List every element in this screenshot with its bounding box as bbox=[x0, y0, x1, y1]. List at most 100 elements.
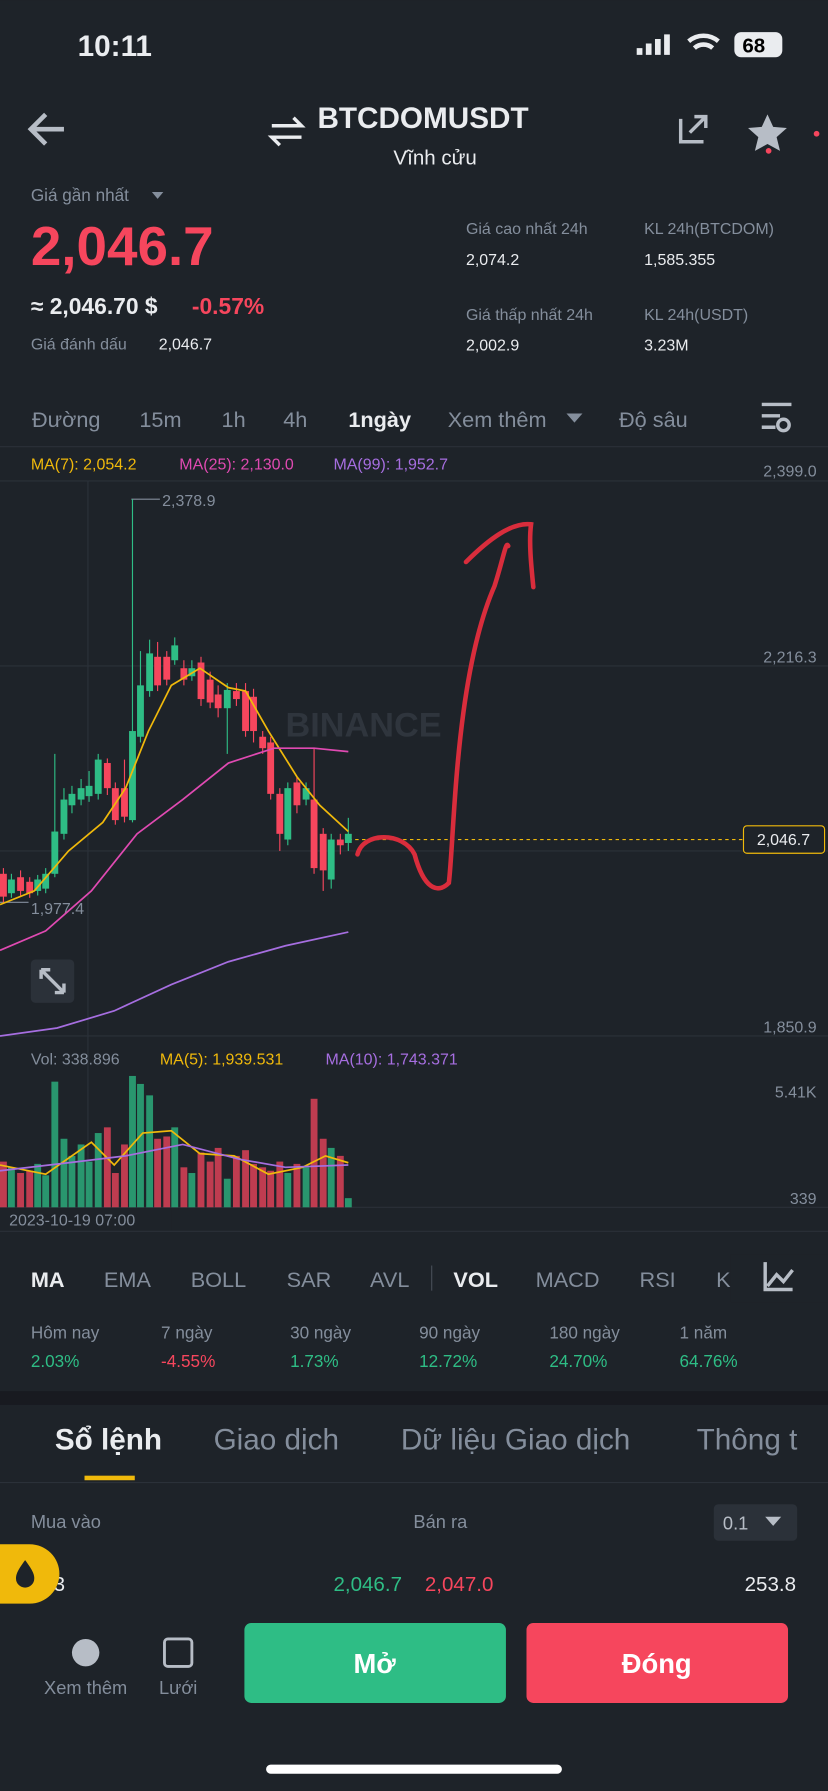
candle bbox=[34, 879, 42, 891]
volume-bar bbox=[171, 1127, 179, 1208]
indicator[interactable]: BOLL bbox=[191, 1267, 246, 1292]
volume-bar bbox=[259, 1167, 267, 1208]
settings-gear bbox=[776, 417, 791, 433]
signal bbox=[636, 34, 670, 55]
indicator-settings[interactable] bbox=[763, 1262, 794, 1292]
tab-indicator bbox=[84, 1475, 135, 1481]
indicator[interactable]: SAR bbox=[287, 1267, 332, 1292]
candle bbox=[223, 689, 231, 709]
more-icon[interactable] bbox=[71, 1638, 100, 1667]
grid-label: Lưới bbox=[159, 1677, 197, 1698]
caret bbox=[566, 413, 583, 423]
stat-label: Giá cao nhất 24h bbox=[466, 221, 588, 238]
tab[interactable]: Thông t bbox=[697, 1423, 798, 1456]
candle bbox=[121, 788, 128, 817]
swap[interactable] bbox=[267, 116, 306, 147]
interval[interactable]: Xem thêm bbox=[448, 407, 547, 432]
indicator[interactable]: RSI bbox=[640, 1267, 676, 1292]
ma-legend: MA(99): 1,952.7 bbox=[333, 457, 448, 474]
interval[interactable]: 4h bbox=[283, 407, 307, 432]
ma-legend: MA(25): 2,130.0 bbox=[179, 457, 294, 474]
tab[interactable]: Dữ liệu Giao dịch bbox=[401, 1423, 630, 1456]
perf-label: Hôm nay bbox=[31, 1323, 100, 1343]
volume-bar bbox=[327, 1147, 335, 1208]
back[interactable] bbox=[27, 112, 64, 146]
tab[interactable]: Giao dịch bbox=[214, 1423, 339, 1456]
indicator[interactable]: EMA bbox=[104, 1267, 152, 1292]
perf-value: 64.76% bbox=[680, 1351, 738, 1371]
step: 0.1 bbox=[723, 1512, 748, 1533]
indicator[interactable]: MA bbox=[31, 1267, 65, 1292]
high-label: 2,378.9 bbox=[162, 493, 215, 510]
volume-bar bbox=[51, 1081, 59, 1208]
dot bbox=[813, 130, 820, 137]
interval[interactable]: Độ sâu bbox=[619, 407, 688, 432]
candle bbox=[146, 653, 154, 692]
volume-bar bbox=[197, 1152, 205, 1208]
perf-label: 90 ngày bbox=[419, 1323, 480, 1343]
candle bbox=[51, 831, 59, 874]
volume-bar bbox=[34, 1163, 42, 1208]
volume-bar bbox=[293, 1163, 301, 1208]
perf-label: 7 ngày bbox=[161, 1323, 213, 1343]
interval[interactable]: 1ngày bbox=[348, 407, 411, 432]
settings[interactable] bbox=[761, 402, 792, 429]
vol-ma10 bbox=[0, 1143, 349, 1172]
current-tag bbox=[742, 825, 826, 854]
candle bbox=[267, 742, 275, 794]
floating-icon bbox=[15, 1560, 35, 1588]
volume-bar bbox=[77, 1144, 85, 1208]
ma25 bbox=[0, 747, 349, 952]
candle bbox=[60, 799, 68, 834]
candle bbox=[85, 785, 93, 797]
candle bbox=[7, 879, 15, 894]
candle bbox=[180, 668, 188, 680]
close-button[interactable] bbox=[526, 1622, 789, 1703]
mark-label: Giá đánh dấu bbox=[31, 337, 127, 354]
candle bbox=[26, 881, 34, 894]
grid-icon[interactable] bbox=[163, 1637, 194, 1668]
interval[interactable]: Đường bbox=[32, 407, 101, 432]
indicator[interactable]: AVL bbox=[370, 1267, 409, 1292]
open-button[interactable] bbox=[244, 1622, 506, 1703]
low-label: 1,977.4 bbox=[31, 901, 84, 918]
tab[interactable]: Sổ lệnh bbox=[55, 1423, 162, 1456]
indicator[interactable]: K bbox=[716, 1267, 731, 1292]
candle bbox=[206, 679, 214, 703]
indicator[interactable]: MACD bbox=[536, 1267, 600, 1292]
candle bbox=[137, 685, 144, 737]
candle bbox=[259, 736, 267, 749]
ask-price: 2,047.0 bbox=[425, 1573, 494, 1596]
stat-label: Giá thấp nhất 24h bbox=[466, 307, 593, 324]
last-price: 2,046.7 bbox=[31, 215, 214, 277]
volume-bar bbox=[26, 1170, 34, 1208]
ask-qty: 253.8 bbox=[745, 1573, 796, 1596]
candle bbox=[242, 691, 249, 732]
interval[interactable]: 15m bbox=[139, 407, 181, 432]
candle bbox=[284, 788, 292, 840]
approx-price: ≈ 2,046.70 $ bbox=[31, 293, 158, 319]
caret bbox=[765, 1516, 782, 1526]
share[interactable] bbox=[678, 114, 708, 144]
volume-bar bbox=[250, 1163, 257, 1208]
vol-axis-label: 5.41K bbox=[775, 1085, 817, 1102]
ma-legend: MA(7): 2,054.2 bbox=[31, 457, 137, 474]
vol-legend: MA(10): 1,743.371 bbox=[325, 1052, 457, 1069]
perf-label: 30 ngày bbox=[290, 1323, 351, 1343]
interval[interactable]: 1h bbox=[222, 407, 246, 432]
perf-label: 180 ngày bbox=[549, 1323, 620, 1343]
favorite[interactable] bbox=[748, 114, 787, 151]
ma99 bbox=[0, 931, 349, 1037]
caret bbox=[151, 191, 164, 199]
volume-bar bbox=[121, 1144, 128, 1208]
volume-bar bbox=[310, 1098, 318, 1208]
volume-bar bbox=[129, 1075, 136, 1208]
candle bbox=[319, 833, 327, 871]
candle bbox=[129, 731, 136, 821]
indicator[interactable]: VOL bbox=[453, 1267, 498, 1292]
volume-bar bbox=[336, 1155, 344, 1208]
drawing-arrow bbox=[355, 521, 536, 891]
step-select[interactable] bbox=[713, 1504, 798, 1541]
stat-value: 1,585.355 bbox=[644, 252, 715, 269]
